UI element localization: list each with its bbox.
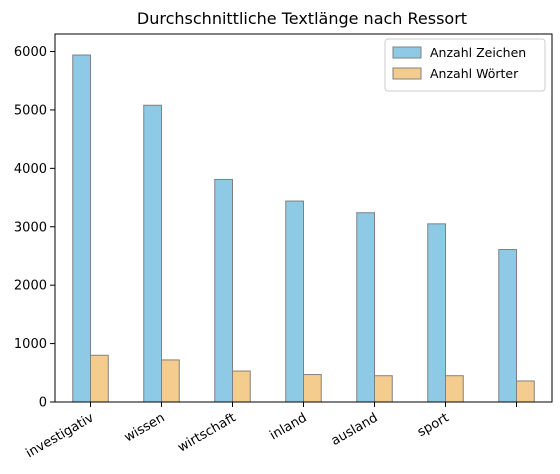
y-tick-label: 6000 — [14, 45, 47, 60]
bar-woerter — [161, 359, 180, 403]
bar-group — [72, 54, 535, 403]
legend-swatch — [392, 46, 422, 59]
bar-woerter — [303, 374, 322, 403]
bar-woerter — [445, 375, 464, 403]
chart-title: Durchschnittliche Textlänge nach Ressort — [137, 9, 467, 28]
y-tick-label: 0 — [39, 396, 47, 411]
bar-woerter — [90, 354, 109, 403]
bar-zeichen — [498, 249, 517, 403]
y-tick-label: 5000 — [14, 103, 47, 118]
y-tick-label: 2000 — [14, 279, 47, 294]
bar-zeichen — [214, 178, 233, 403]
y-tick-label: 4000 — [14, 162, 47, 177]
bar-zeichen — [356, 212, 375, 403]
bar-zeichen — [427, 223, 446, 403]
y-tick-label: 3000 — [14, 220, 47, 235]
x-tick-label: wirtschaft — [175, 410, 238, 455]
x-tick-label: wissen — [122, 410, 168, 445]
bar-woerter — [516, 380, 535, 403]
y-axis: 0 1000 2000 3000 4000 5000 6000 — [14, 45, 55, 411]
legend-swatch — [392, 67, 422, 80]
plot-frame — [54, 33, 553, 403]
x-tick-label: inland — [267, 410, 309, 443]
legend: Anzahl Zeichen Anzahl Wörter — [384, 38, 546, 92]
bar-zeichen — [72, 54, 91, 403]
bar-zeichen — [285, 200, 304, 403]
x-tick-label: ausland — [329, 410, 381, 449]
legend-label: Anzahl Zeichen — [430, 45, 526, 60]
x-tick-label: sport — [415, 410, 451, 440]
legend-box — [384, 38, 546, 92]
legend-label: Anzahl Wörter — [430, 66, 519, 81]
bar-zeichen — [143, 104, 162, 403]
y-tick-label: 1000 — [14, 337, 47, 352]
bar-woerter — [232, 370, 251, 403]
x-axis: investigativ wissen wirtschaft inland auslan… — [23, 402, 517, 461]
bar-woerter — [374, 375, 393, 403]
x-tick-label: investigativ — [23, 410, 96, 461]
